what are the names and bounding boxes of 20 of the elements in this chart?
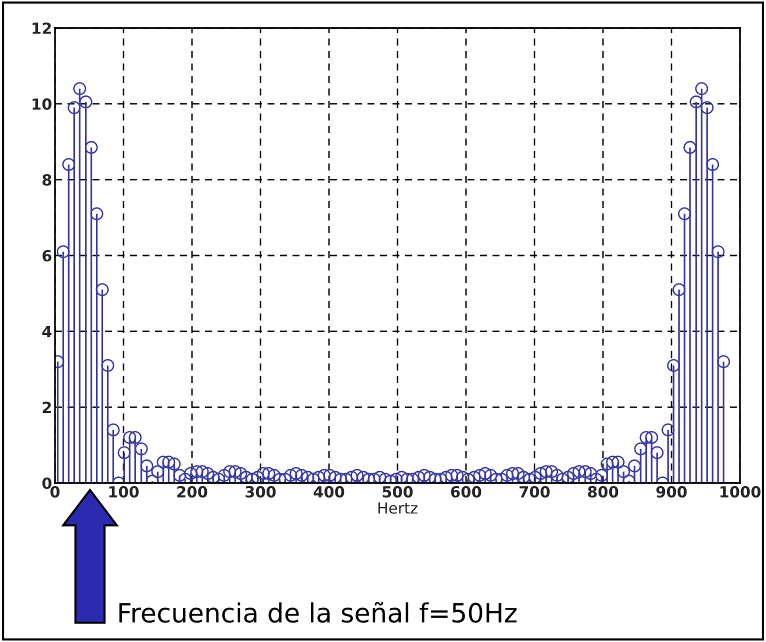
y-tick-label: 8 [42, 174, 52, 186]
x-tick-label: 600 [451, 486, 482, 498]
x-tick-label: 1000 [720, 486, 761, 498]
x-tick-label: 0 [50, 486, 60, 498]
y-tick-label: 10 [32, 98, 52, 110]
y-tick-label: 2 [42, 402, 51, 413]
x-tick-label: 900 [656, 486, 687, 498]
x-tick-label: 200 [177, 486, 208, 498]
x-axis-title: Hertz [378, 502, 418, 514]
y-tick-label: 12 [32, 22, 51, 34]
x-tick-label: 500 [382, 486, 413, 498]
text: Frecuencia de la señal f=50Hz [119, 602, 517, 623]
x-tick-label: 100 [109, 486, 139, 498]
x-tick-label: 800 [588, 486, 618, 498]
y-tick-label: 0 [42, 477, 52, 490]
x-tick-label: 700 [520, 486, 550, 498]
y-tick-label: 6 [42, 250, 52, 262]
x-tick-label: 300 [246, 486, 276, 498]
y-tick-label: 4 [42, 326, 52, 338]
x-tick-label: 400 [314, 486, 344, 498]
